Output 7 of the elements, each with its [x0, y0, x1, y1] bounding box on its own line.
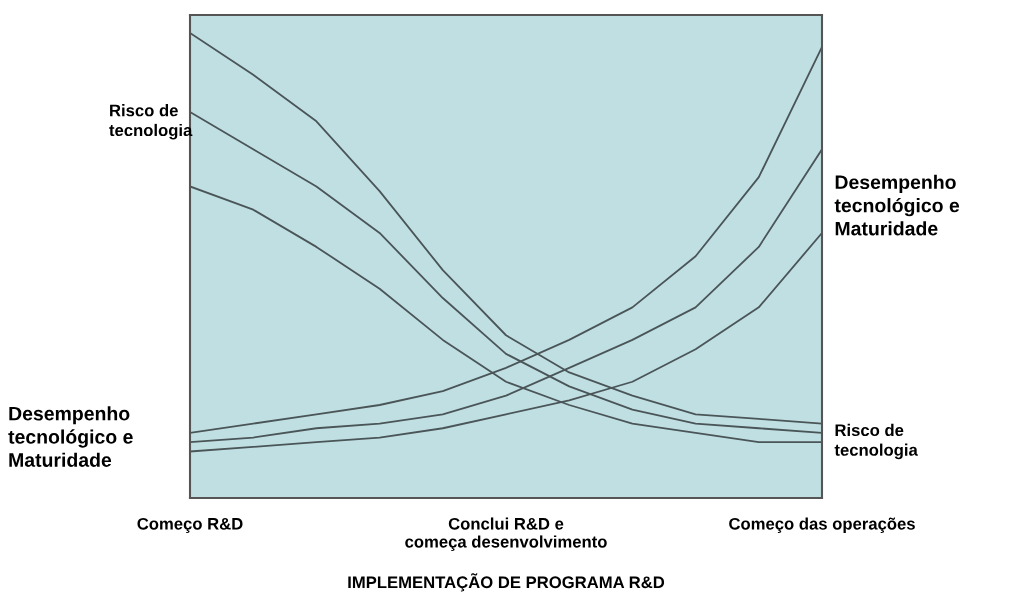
text: Desempenho tecnológico e Maturidade — [834, 174, 960, 236]
text: Risco de tecnologia — [834, 423, 918, 460]
x-tick-label: Conclui R&D e começa desenvolvimento — [405, 517, 607, 551]
text: Desempenho tecnológico e Maturidade — [8, 406, 133, 467]
x-tick-label: Começo das operações — [729, 517, 915, 533]
x-tick-label: Começo R&D — [137, 517, 243, 533]
x-axis-title: IMPLEMENTAÇÃO DE PROGRAMA R&D — [348, 573, 665, 592]
